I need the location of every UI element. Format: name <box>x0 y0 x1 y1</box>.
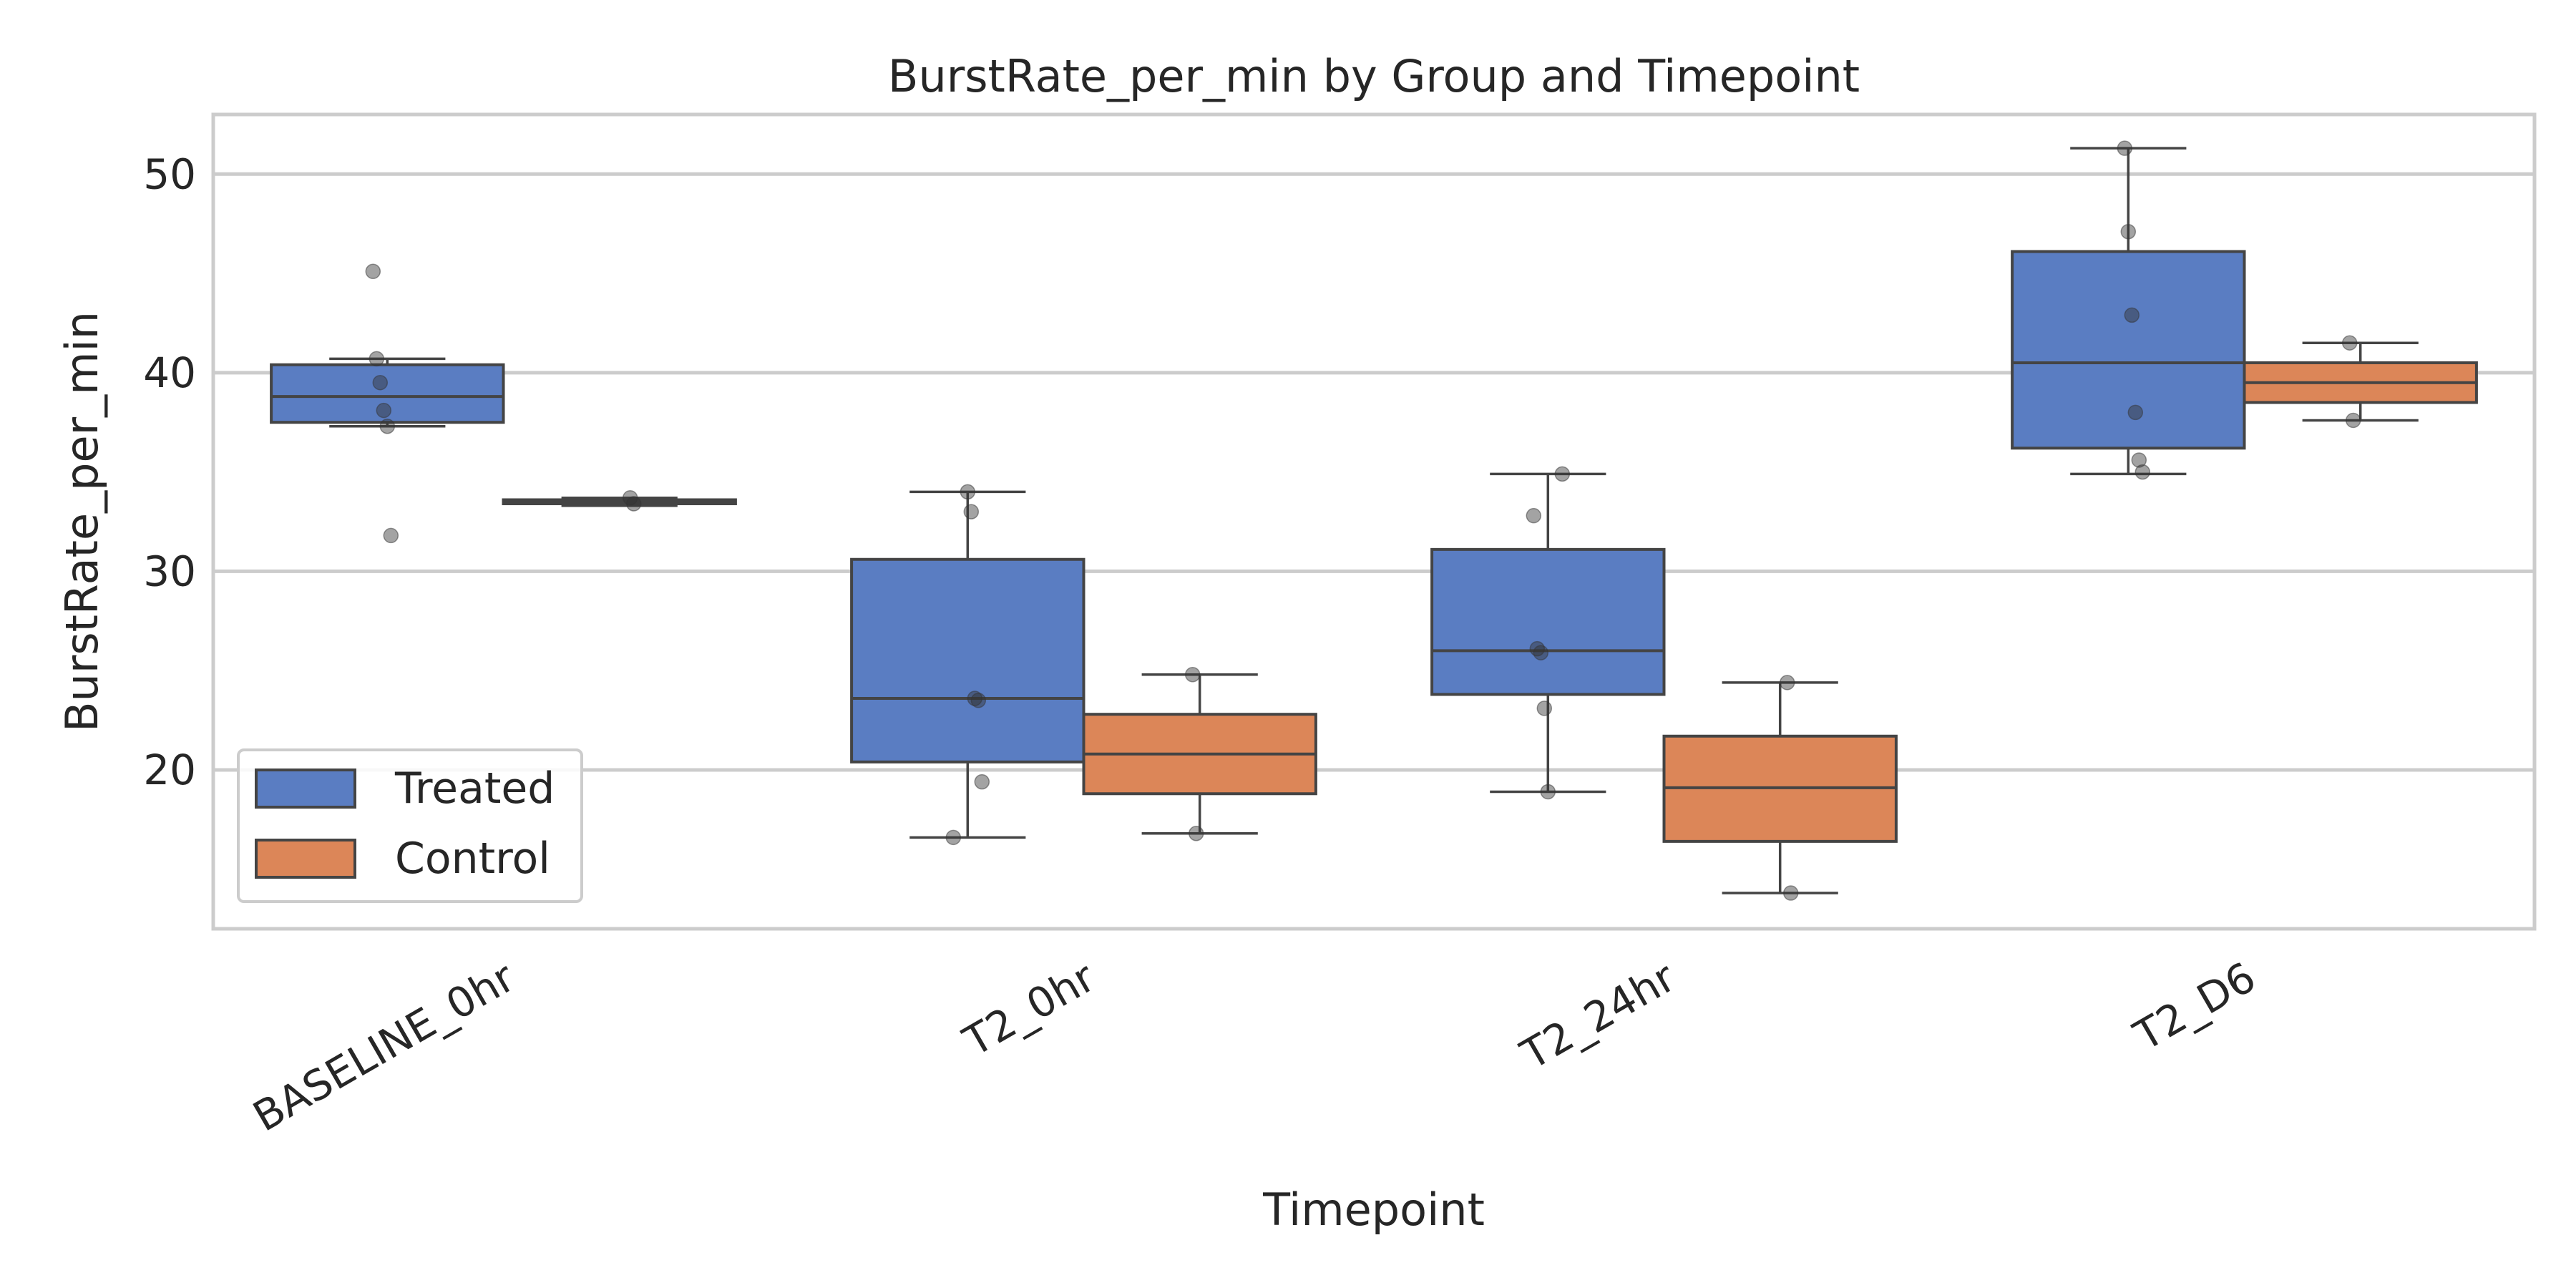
data-point-treated <box>365 263 381 280</box>
box-iqr <box>2011 250 2246 450</box>
data-point-control <box>1782 885 1799 901</box>
data-point-treated <box>2120 224 2137 240</box>
box-treated-2 <box>1430 472 1666 794</box>
box-iqr <box>850 557 1085 763</box>
box-iqr <box>1430 547 1666 696</box>
gridlines <box>213 172 2534 772</box>
legend-label-treated: Treated <box>394 763 555 814</box>
box-layer <box>270 147 2478 894</box>
data-point-control <box>2341 335 2358 351</box>
x-axis-label: Timepoint <box>1262 1184 1485 1236</box>
data-point-treated <box>1540 784 1556 800</box>
data-point-treated <box>2131 452 2147 468</box>
box-treated-0 <box>270 357 505 428</box>
data-point-control <box>1188 826 1204 841</box>
data-point-treated <box>1536 701 1553 716</box>
data-point-treated <box>383 527 399 544</box>
box-treated-1 <box>850 490 1085 839</box>
data-point-treated <box>369 351 385 367</box>
data-point-treated <box>2127 404 2144 421</box>
legend-label-control: Control <box>395 834 550 884</box>
data-point-treated <box>945 829 962 846</box>
point-layer <box>365 140 2361 901</box>
data-point-treated <box>2135 464 2151 480</box>
legend-swatch-treated <box>255 769 356 809</box>
y-tick-label: 30 <box>143 547 196 595</box>
legend: Treated Control <box>237 748 583 903</box>
box-control-2 <box>1662 681 1898 894</box>
y-tick-label: 50 <box>143 150 196 198</box>
data-point-treated <box>379 419 396 434</box>
data-point-treated <box>1526 507 1542 524</box>
data-point-control <box>625 496 642 512</box>
box-control-1 <box>1082 673 1317 835</box>
data-point-treated <box>963 504 980 519</box>
box-control-3 <box>2243 341 2478 422</box>
box-treated-3 <box>2011 147 2246 476</box>
data-point-treated <box>974 774 990 790</box>
data-point-treated <box>1554 466 1571 482</box>
plot-area-frame <box>211 112 2537 931</box>
box-iqr <box>270 363 505 424</box>
data-point-treated <box>960 484 976 500</box>
data-point-control <box>1779 675 1795 691</box>
box-control-0 <box>502 496 737 507</box>
data-point-treated <box>970 693 987 708</box>
data-point-treated <box>1533 645 1549 660</box>
y-tick-label: 40 <box>143 348 196 397</box>
data-point-control <box>1184 666 1201 683</box>
y-axis-label: BurstRate_per_min <box>56 311 108 732</box>
data-point-treated <box>2117 140 2133 156</box>
data-point-treated <box>2124 307 2140 323</box>
chart-title: BurstRate_per_min by Group and Timepoint <box>888 50 1860 102</box>
data-point-treated <box>376 402 392 419</box>
data-point-treated <box>372 374 389 391</box>
data-point-control <box>2345 412 2361 429</box>
y-tick-label: 20 <box>143 746 196 794</box>
legend-swatch-control <box>255 839 356 879</box>
